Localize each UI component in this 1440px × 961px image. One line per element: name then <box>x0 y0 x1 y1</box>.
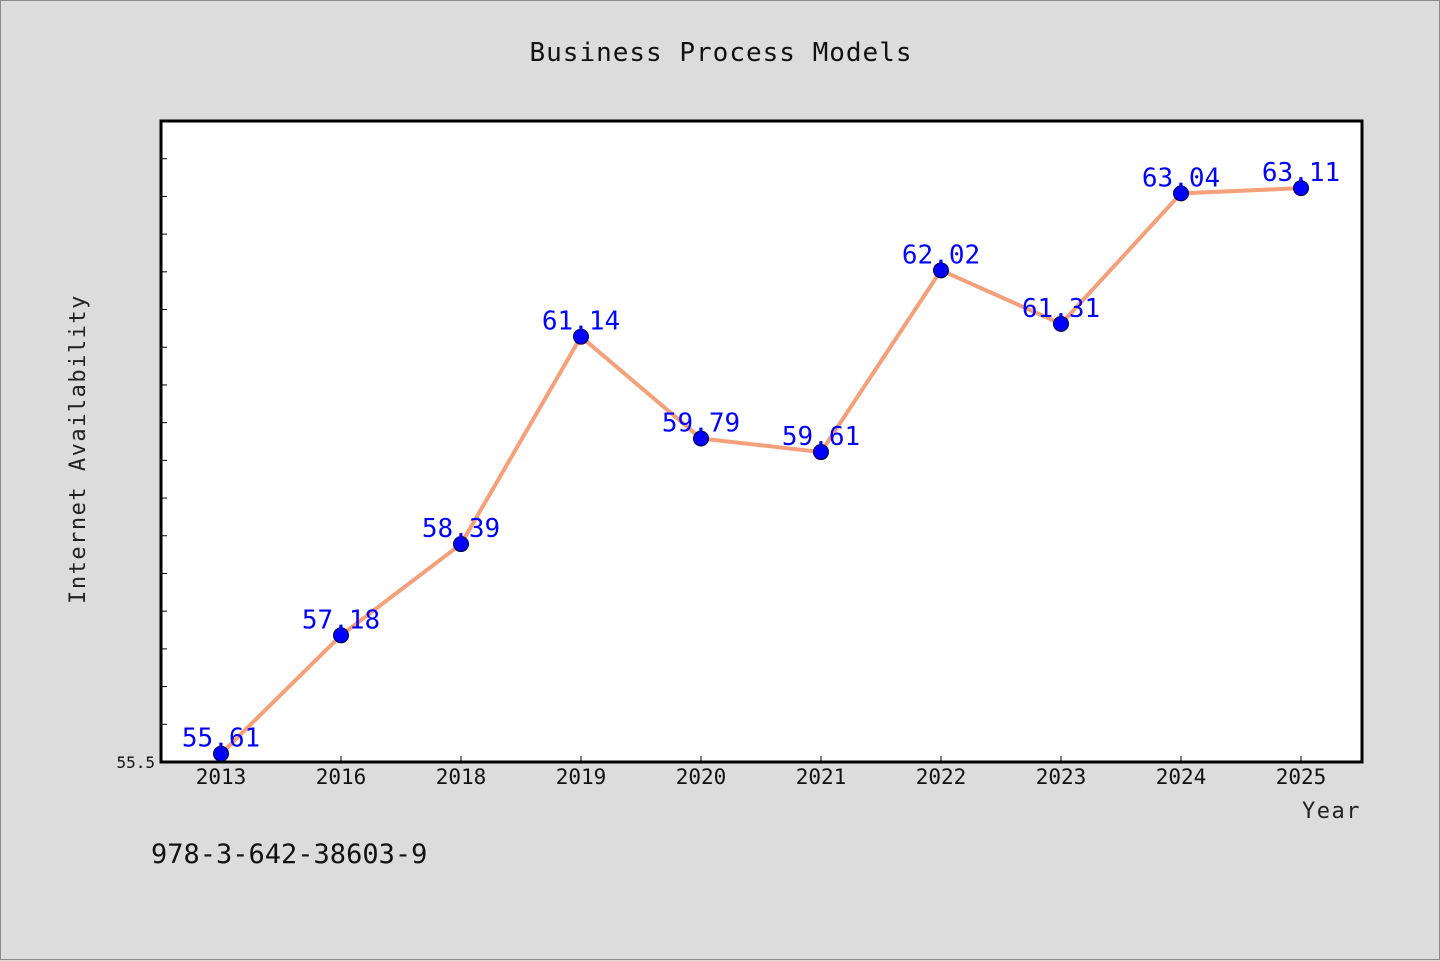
data-label: 61.14 <box>542 307 620 337</box>
data-label: 62.02 <box>902 240 980 270</box>
y-axis-ticks <box>161 158 167 725</box>
data-point-marker <box>213 745 229 762</box>
data-point-marker <box>693 430 709 447</box>
x-tick-label: 2025 <box>1276 765 1327 789</box>
y-tick-label: 55.5 <box>116 753 155 772</box>
series-line <box>219 186 1302 756</box>
x-tick-label: 2018 <box>436 765 487 789</box>
y-axis-tick-labels: 55.5 <box>116 753 155 772</box>
data-points <box>213 180 1309 762</box>
plot-area <box>159 119 1364 764</box>
data-point-marker <box>573 328 589 345</box>
x-axis-label: Year <box>1302 799 1361 824</box>
data-label: 63.04 <box>1142 163 1220 193</box>
data-label: 55.61 <box>182 724 260 754</box>
x-tick-label: 2020 <box>676 765 727 789</box>
x-axis-tick-labels: 2013 2016 2018 2019 2020 2021 2022 2023 2024 2025 <box>196 765 1327 789</box>
data-point-marker <box>1053 315 1069 332</box>
x-tick-label: 2016 <box>316 765 367 789</box>
data-label: 57.18 <box>302 605 380 635</box>
x-tick-label: 2024 <box>1156 765 1207 789</box>
data-label: 59.61 <box>782 422 860 452</box>
x-tick-label: 2019 <box>556 765 607 789</box>
x-tick-label: 2022 <box>916 765 967 789</box>
data-point-marker <box>1173 185 1189 202</box>
data-point-marker <box>813 444 829 461</box>
data-label: 61.31 <box>1022 294 1100 324</box>
x-tick-label: 2013 <box>196 765 247 789</box>
chart-title: Business Process Models <box>529 38 912 68</box>
data-point-marker <box>933 262 949 279</box>
x-tick-label: 2021 <box>796 765 847 789</box>
y-axis-label: Internet Availability <box>66 294 91 604</box>
data-point-marker <box>333 627 349 644</box>
x-tick-label: 2023 <box>1036 765 1087 789</box>
data-labels: 55.61 57.18 58.39 61.14 59.79 59.61 62.02 61.31… <box>182 158 1340 754</box>
data-label: 58.39 <box>422 514 500 544</box>
data-point-marker <box>453 536 469 553</box>
footer-isbn-text: 978-3-642-38603-9 <box>151 839 427 870</box>
data-label: 59.79 <box>662 408 740 438</box>
data-point-marker <box>1293 180 1309 197</box>
data-label: 63.11 <box>1262 158 1340 188</box>
